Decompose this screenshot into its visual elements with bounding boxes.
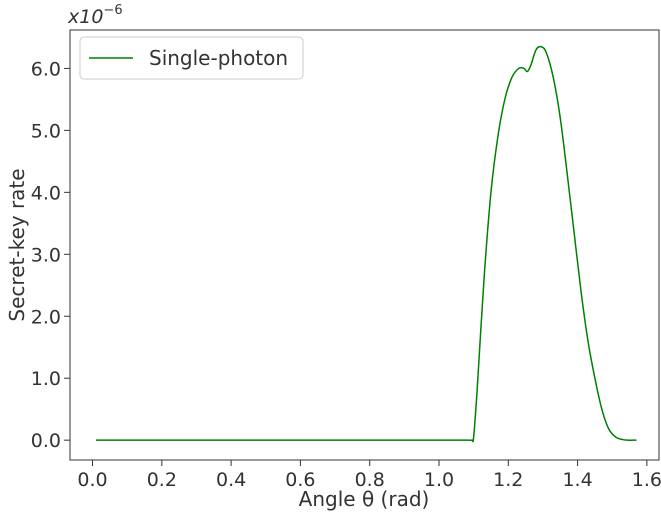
x-axis-label: Angle θ (rad) <box>299 487 430 511</box>
axis-ticks: 0.0 0.2 0.4 0.6 0.8 1.0 1.2 1.4 1.6 0.0 1.0 2.0 3.0 4… <box>31 58 661 491</box>
legend-label: Single-photon <box>149 46 288 70</box>
x-tick-label: 0.6 <box>285 469 315 491</box>
x-tick-label: 1.2 <box>493 469 523 491</box>
legend-box <box>79 36 304 80</box>
y-tick-label: 4.0 <box>31 182 61 204</box>
y-tick-label: 1.0 <box>31 368 61 390</box>
series-layer <box>95 45 637 443</box>
y-tick-label: 2.0 <box>31 306 61 328</box>
y-offset-label: x10−6 <box>67 3 123 28</box>
y-tick-label: 0.0 <box>31 430 61 452</box>
y-axis-label: Secret-key rate <box>5 168 29 321</box>
plot-area <box>69 29 660 461</box>
y-tick-label: 5.0 <box>31 120 61 142</box>
x-tick-label: 1.0 <box>424 469 454 491</box>
x-tick-label: 1.4 <box>562 469 592 491</box>
y-tick-label: 3.0 <box>31 244 61 266</box>
x-tick-label: 0.4 <box>216 469 246 491</box>
legend: Single-photon <box>79 36 304 80</box>
x-tick-label: 0.2 <box>147 469 177 491</box>
x-tick-label: 1.6 <box>632 469 661 491</box>
x-tick-label: 0.0 <box>77 469 107 491</box>
series-line-single-photon <box>95 45 637 443</box>
x-tick-label: 0.8 <box>355 469 385 491</box>
y-tick-label: 6.0 <box>31 58 61 80</box>
